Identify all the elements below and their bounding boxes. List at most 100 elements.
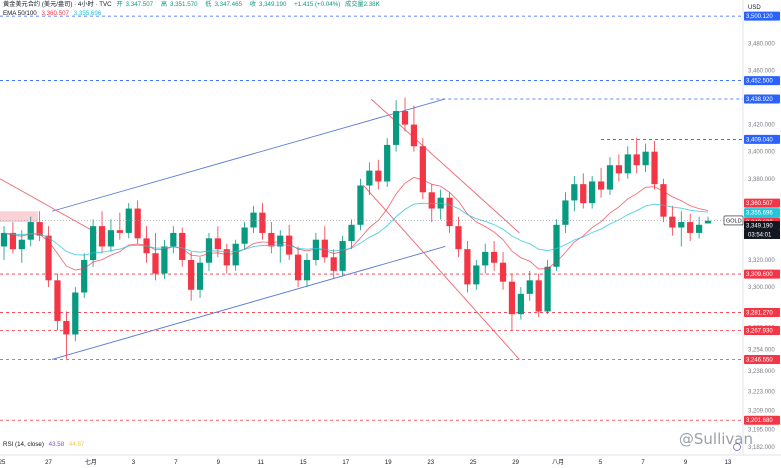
candle-body	[9, 232, 17, 250]
ema-legend[interactable]: EMA 50/100 3,360.507 3,355.696	[3, 10, 104, 18]
y-tick-label: 3,400.000	[748, 150, 775, 156]
candle-body	[624, 154, 631, 174]
candle-body	[491, 251, 498, 263]
watermark: @Sullivan	[678, 430, 753, 448]
x-tick-label: 9	[217, 460, 221, 466]
candle-body	[419, 146, 426, 193]
candle-body	[571, 184, 578, 201]
candle-body	[651, 151, 658, 185]
candle-body	[455, 226, 462, 250]
level-tag	[744, 307, 780, 317]
candle-body	[348, 224, 355, 242]
candle-body	[473, 265, 480, 285]
ema-label: EMA 50/100	[3, 10, 37, 17]
low-value: 低 3,347.465	[205, 1, 242, 8]
y-tick-label: 3,420.000	[748, 123, 775, 129]
ema50-value: 3,360.507	[41, 10, 69, 17]
candle-body	[384, 144, 391, 182]
candle-body	[72, 292, 79, 335]
high-value: 高 3,351.570	[160, 1, 198, 8]
candle-body	[188, 260, 195, 290]
candle-body	[214, 238, 221, 250]
x-tick-label: 29	[512, 460, 519, 466]
x-tick-label: 7	[174, 460, 178, 466]
level-tag	[744, 11, 780, 21]
candle-body	[428, 192, 435, 209]
level-tag-label: 3,309.600	[746, 272, 773, 278]
candle-body	[499, 262, 507, 282]
candle-body	[517, 293, 524, 315]
candle-body	[89, 226, 97, 260]
x-tick-label: 27	[45, 460, 52, 466]
x-tick-label: 25	[470, 460, 477, 466]
candle-body	[615, 165, 623, 174]
candle-body	[27, 222, 34, 240]
candle-body	[357, 185, 364, 225]
alert-icon	[733, 443, 741, 451]
x-tick-label: 19	[385, 460, 392, 466]
candle-body	[553, 224, 560, 267]
price-tag	[744, 208, 780, 218]
candle-body	[116, 230, 123, 233]
trendline	[363, 185, 520, 360]
rsi-value: 43.58	[48, 441, 65, 448]
candle-body	[134, 208, 141, 239]
y-tick-label: 3,320.000	[748, 258, 775, 264]
price-tag-label: 3,355.696	[746, 211, 773, 217]
candle-body	[312, 239, 320, 260]
candle-body	[606, 165, 614, 190]
candle-body	[170, 232, 177, 247]
x-tick-label: 17	[342, 460, 349, 466]
candle-body	[107, 230, 115, 247]
countdown-label: 03:54:01	[748, 232, 772, 238]
ema100-value: 3,355.696	[73, 10, 102, 17]
level-tag	[744, 415, 780, 425]
rsi-legend[interactable]: RSI (14, close) 43.58 44.87	[3, 441, 87, 449]
change-value: +1.415 (+0.04%)	[294, 1, 341, 8]
candle-body	[161, 246, 168, 274]
zone-band	[0, 211, 38, 223]
y-tick-label: 3,300.000	[748, 285, 775, 291]
candle-body	[339, 241, 346, 271]
candle-body	[0, 232, 8, 247]
candle-body	[695, 224, 703, 233]
price-tag	[744, 198, 780, 208]
candle-body	[642, 151, 649, 166]
candle-body	[508, 281, 516, 315]
candle-body	[250, 212, 257, 228]
y-tick-label: 3,480.000	[748, 41, 775, 47]
rsi-ma-value: 44.87	[68, 441, 85, 448]
x-tick-label: 5	[599, 460, 603, 466]
candle-body	[660, 184, 667, 217]
candle-body	[54, 280, 61, 321]
ticker-tag-label: GOLD	[726, 218, 742, 224]
candle-body	[526, 280, 533, 294]
candle-body	[669, 216, 676, 228]
candle-body	[45, 235, 52, 281]
candle-body	[580, 184, 587, 204]
candle-body	[152, 253, 159, 274]
candle-body	[704, 220, 712, 224]
trendline	[0, 178, 97, 234]
candle-body	[687, 222, 694, 233]
trendline	[51, 246, 446, 360]
level-tag-label: 3,281.270	[746, 310, 773, 316]
candle-body	[464, 249, 471, 285]
rsi-label: RSI (14, close)	[3, 441, 44, 448]
candle-body	[232, 243, 239, 266]
candle-body	[330, 257, 337, 271]
candle-body	[223, 249, 230, 266]
candle-body	[482, 251, 489, 266]
level-tag	[744, 354, 780, 364]
level-tag	[744, 326, 780, 336]
y-tick-label: 3,380.000	[748, 177, 775, 183]
x-tick-label: 15	[300, 460, 307, 466]
x-tick-label: 七月	[85, 458, 97, 466]
candle-body	[544, 266, 551, 312]
y-tick-label: 3,195.000	[748, 427, 775, 433]
candle-body	[277, 235, 284, 247]
x-tick-label: 25	[0, 460, 6, 466]
candle-body	[241, 227, 248, 244]
